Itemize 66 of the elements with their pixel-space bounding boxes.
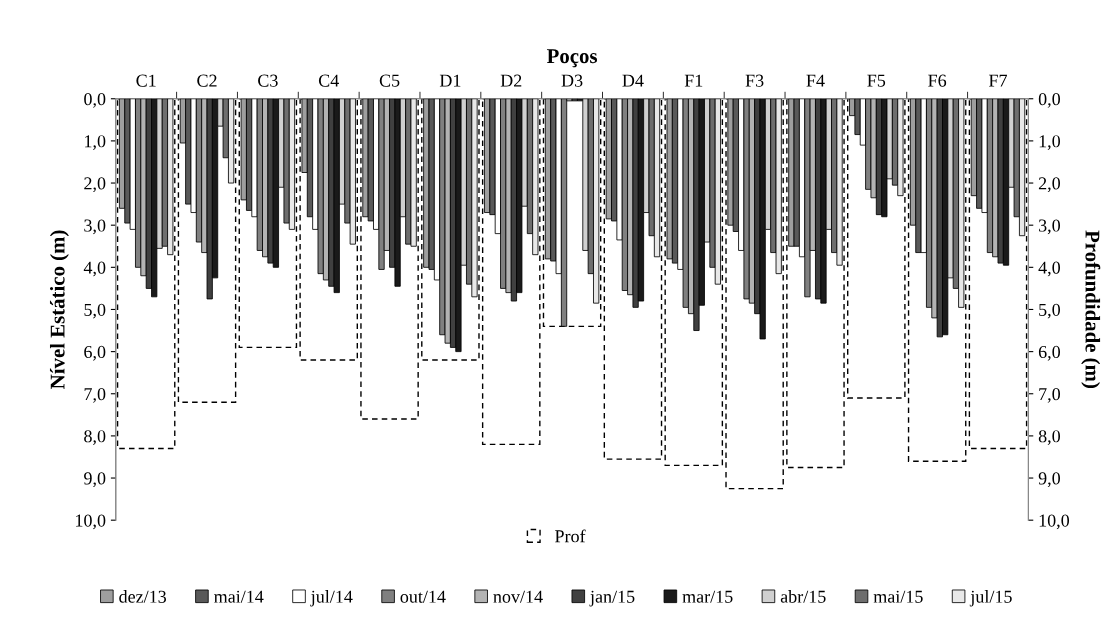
x-tick-label: C5: [379, 74, 400, 87]
bar: [360, 98, 419, 420]
bar: [907, 98, 967, 462]
y2-tick-label: 9,0: [1038, 472, 1061, 488]
bar: [116, 98, 176, 450]
legend-label: jan/15: [589, 590, 635, 607]
y2-tick-label: 8,0: [1038, 430, 1061, 445]
bar: [725, 98, 784, 490]
x-tick-label: C4: [318, 74, 339, 87]
y-tick-label: 2,0: [84, 177, 106, 193]
y-axis-title: Nível Estático (m): [49, 230, 69, 389]
x-tick-label: D3: [561, 74, 583, 87]
bar: [847, 98, 906, 399]
y2-axis-title: Profundidade (m): [1081, 230, 1101, 388]
x-axis-title: Poços: [546, 49, 598, 68]
bar: [664, 98, 724, 467]
y2-tick-label: 2,0: [1038, 177, 1061, 193]
y2-tick-label: 1,0: [1039, 135, 1061, 150]
bar: [299, 98, 358, 361]
x-tick-label: F7: [988, 74, 1008, 87]
bar: [421, 98, 480, 361]
legend-label: mai/15: [873, 590, 923, 603]
x-tick-label: C1: [136, 74, 156, 87]
y-tick-label: 0,0: [84, 93, 106, 108]
x-tick-label: F6: [928, 74, 947, 87]
y2-tick-label: 0,0: [1038, 93, 1061, 108]
bar: [968, 98, 1028, 450]
y-tick-label: 3,0: [84, 219, 106, 235]
bar: [238, 98, 298, 349]
legend-label: out/14: [400, 590, 446, 603]
y-tick-label: 5,0: [84, 303, 106, 319]
x-tick-label: C2: [197, 74, 217, 87]
legend-label: jul/14: [310, 590, 353, 607]
bar: [177, 98, 237, 403]
y2-tick-label: 4,0: [1038, 261, 1061, 277]
y2-tick-label: 10,0: [1039, 514, 1070, 530]
x-tick-label: F3: [745, 74, 764, 87]
legend-label: nov/14: [493, 590, 543, 603]
x-tick-label: C3: [258, 74, 278, 87]
legend-label: jul/15: [969, 590, 1012, 607]
legend-label: dez/13: [119, 590, 167, 603]
legend-label: abr/15: [780, 590, 826, 603]
bar: [481, 98, 541, 446]
y-tick-label: 10,0: [76, 514, 106, 530]
x-tick-label: F1: [684, 74, 703, 87]
legend-label: mar/15: [682, 590, 733, 603]
legend-label: mai/14: [214, 590, 264, 603]
legend-label: Prof: [555, 529, 586, 543]
y2-tick-label: 5,0: [1039, 303, 1061, 319]
x-tick-label: F4: [806, 74, 825, 87]
y2-tick-label: 3,0: [1039, 219, 1061, 235]
x-tick-label: F5: [867, 74, 886, 87]
y-tick-label: 6,0: [84, 345, 106, 361]
bar: [786, 98, 845, 469]
bar: [542, 98, 602, 328]
x-tick-label: D2: [500, 74, 522, 87]
x-tick-label: D4: [622, 74, 644, 87]
x-tick-label: D1: [439, 74, 461, 87]
bar: [603, 98, 663, 460]
y-tick-label: 7,0: [84, 388, 106, 403]
y-tick-label: 1,0: [85, 135, 106, 150]
y-tick-label: 4,0: [83, 261, 106, 277]
y-tick-label: 9,0: [84, 472, 106, 488]
y-tick-label: 8,0: [84, 430, 106, 445]
y2-tick-label: 7,0: [1039, 388, 1061, 403]
y2-tick-label: 6,0: [1038, 345, 1061, 361]
